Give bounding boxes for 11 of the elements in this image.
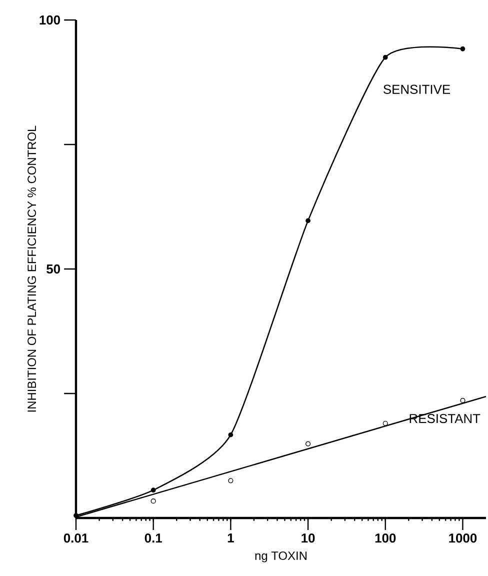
x-tick-label: 100 bbox=[375, 533, 396, 543]
y-axis-title: INHIBITION OF PLATING EFFICIENCY % CONTROL bbox=[28, 126, 36, 412]
x-tick-label: 1 bbox=[228, 533, 234, 542]
x-tick-label: 0.01 bbox=[64, 533, 88, 543]
series-label: RESISTANT bbox=[410, 414, 480, 424]
x-tick-label: 1000 bbox=[449, 533, 477, 543]
x-tick-label: 0.1 bbox=[144, 533, 162, 543]
series-label: SENSITIVE bbox=[384, 84, 450, 94]
y-tick-label: 50 bbox=[46, 264, 60, 274]
x-axis-title: ng TOXIN bbox=[255, 551, 306, 562]
x-tick-label: 10 bbox=[302, 533, 315, 543]
